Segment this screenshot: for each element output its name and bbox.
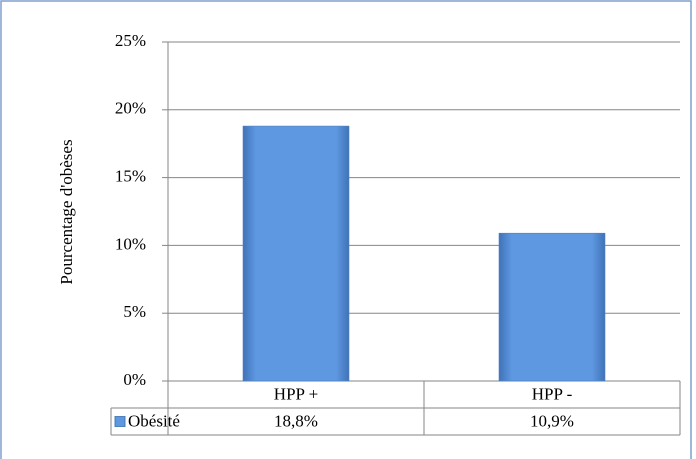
y-tick-label: 15% — [115, 167, 146, 186]
legend-label: Obésité — [128, 411, 180, 430]
y-tick-label: 10% — [115, 234, 146, 253]
y-axis-label: Pourcentage d'obèses — [57, 139, 76, 284]
x-tick-label: HPP + — [274, 384, 318, 403]
table-value: 10,9% — [530, 411, 574, 430]
y-tick-label: 20% — [115, 99, 146, 118]
table-value: 18,8% — [274, 411, 318, 430]
bar — [498, 232, 606, 382]
y-tick-label: 5% — [123, 302, 146, 321]
x-tick-label: HPP - — [532, 384, 573, 403]
legend-swatch — [114, 416, 126, 427]
y-tick-label: 25% — [115, 31, 146, 50]
y-tick-label: 0% — [123, 370, 146, 389]
bar — [242, 125, 350, 382]
